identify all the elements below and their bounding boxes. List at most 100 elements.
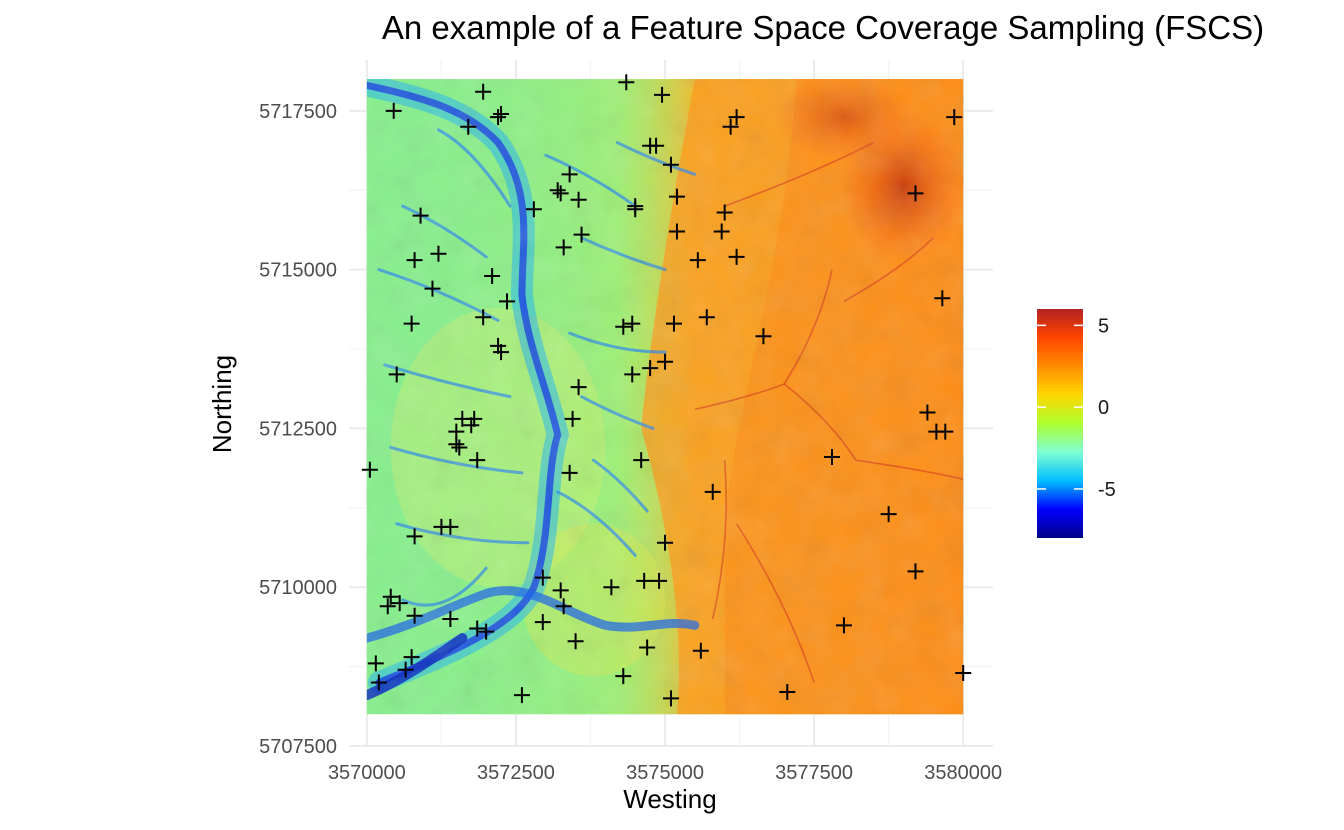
- colorbar-legend: 5 0 -5: [1037, 309, 1116, 538]
- sample-point: [442, 610, 459, 627]
- sample-point: [555, 239, 572, 256]
- sample-point: [689, 252, 706, 269]
- sample-point: [627, 201, 644, 218]
- colorbar: [1037, 309, 1083, 538]
- sample-point: [361, 461, 378, 478]
- sample-point: [651, 572, 668, 589]
- sample-point: [716, 204, 733, 221]
- sample-point: [728, 248, 745, 265]
- sample-point: [615, 668, 632, 685]
- sample-point: [570, 191, 587, 208]
- colorbar-label: -5: [1098, 479, 1116, 501]
- sample-point: [466, 410, 483, 427]
- x-tick-label: 3572500: [477, 762, 555, 784]
- raster-texture: [366, 79, 964, 715]
- x-axis-title: Westing: [623, 784, 716, 814]
- sample-point: [919, 404, 936, 421]
- sample-point: [534, 614, 551, 631]
- sample-point: [552, 582, 569, 599]
- colorbar-label: 5: [1098, 315, 1109, 337]
- sample-point: [779, 684, 796, 701]
- sample-point: [493, 344, 510, 361]
- sample-point: [665, 315, 682, 332]
- sample-point: [397, 661, 414, 678]
- y-axis: 5707500 5710000 5712500 5715000 5717500: [259, 101, 337, 758]
- sample-point: [824, 448, 840, 465]
- sample-point: [379, 598, 396, 615]
- sample-point: [412, 207, 429, 224]
- sample-point: [713, 223, 730, 240]
- sample-point: [636, 572, 653, 589]
- sample-point: [668, 188, 685, 205]
- sample-point: [561, 166, 578, 183]
- sample-point: [525, 201, 542, 218]
- sample-point: [728, 109, 745, 126]
- sample-point: [367, 655, 384, 672]
- sample-point: [633, 452, 650, 469]
- sample-point: [370, 674, 387, 691]
- sample-point: [615, 318, 632, 335]
- sample-point: [475, 309, 492, 326]
- sample-point: [469, 620, 486, 637]
- sample-point: [668, 223, 685, 240]
- sample-point: [513, 687, 530, 704]
- sample-point: [448, 436, 465, 453]
- y-tick-label: 5715000: [259, 260, 337, 282]
- sample-point: [624, 315, 641, 332]
- sample-point: [490, 337, 507, 354]
- sample-point: [907, 563, 924, 580]
- sample-point: [880, 506, 897, 523]
- y-tick-label: 5710000: [259, 577, 337, 599]
- sample-point: [406, 252, 423, 269]
- sample-point: [657, 534, 674, 551]
- sample-point: [490, 109, 507, 126]
- sample-point: [570, 379, 587, 396]
- sample-point: [704, 483, 721, 500]
- sample-point: [603, 579, 620, 596]
- x-tick-label: 3570000: [328, 762, 406, 784]
- sample-point: [654, 86, 671, 103]
- y-tick-label: 5712500: [259, 418, 337, 440]
- sample-point: [561, 464, 578, 481]
- sample-point: [698, 309, 715, 326]
- sample-point: [430, 245, 447, 262]
- sample-point: [484, 267, 501, 284]
- sample-point: [946, 109, 963, 126]
- sample-point: [663, 156, 679, 173]
- sample-point: [722, 118, 739, 135]
- sample-point: [552, 185, 569, 202]
- sample-point: [642, 360, 659, 377]
- sample-point: [692, 642, 709, 659]
- sample-point: [388, 366, 405, 383]
- sample-point: [391, 595, 408, 612]
- sample-point: [648, 137, 665, 154]
- sample-point: [555, 598, 572, 615]
- sample-point: [403, 315, 420, 332]
- y-tick-label: 5707500: [259, 736, 337, 758]
- x-axis: 3570000 3572500 3575000 3577500 3580000: [328, 762, 1002, 784]
- sample-point: [624, 366, 641, 383]
- sample-point: [934, 290, 951, 307]
- sample-point: [385, 102, 402, 119]
- sample-point: [564, 410, 581, 427]
- chart-title: An example of a Feature Space Coverage S…: [382, 9, 1264, 46]
- y-tick-label: 5717500: [259, 101, 337, 123]
- sample-point: [639, 639, 656, 656]
- sample-point: [618, 74, 635, 91]
- sample-point: [534, 569, 551, 586]
- y-axis-title: Northing: [207, 355, 237, 453]
- sample-point: [663, 690, 679, 707]
- sample-point: [907, 185, 924, 202]
- sample-point: [382, 588, 399, 605]
- sample-point: [937, 423, 954, 440]
- sample-point: [424, 280, 441, 297]
- sample-point: [478, 623, 495, 640]
- sample-point: [573, 226, 590, 243]
- colorbar-label: 0: [1098, 397, 1109, 419]
- sample-point: [549, 182, 566, 199]
- sample-point: [403, 649, 420, 666]
- x-tick-label: 3580000: [924, 762, 1002, 784]
- sample-point: [463, 417, 480, 434]
- sample-point: [475, 83, 492, 100]
